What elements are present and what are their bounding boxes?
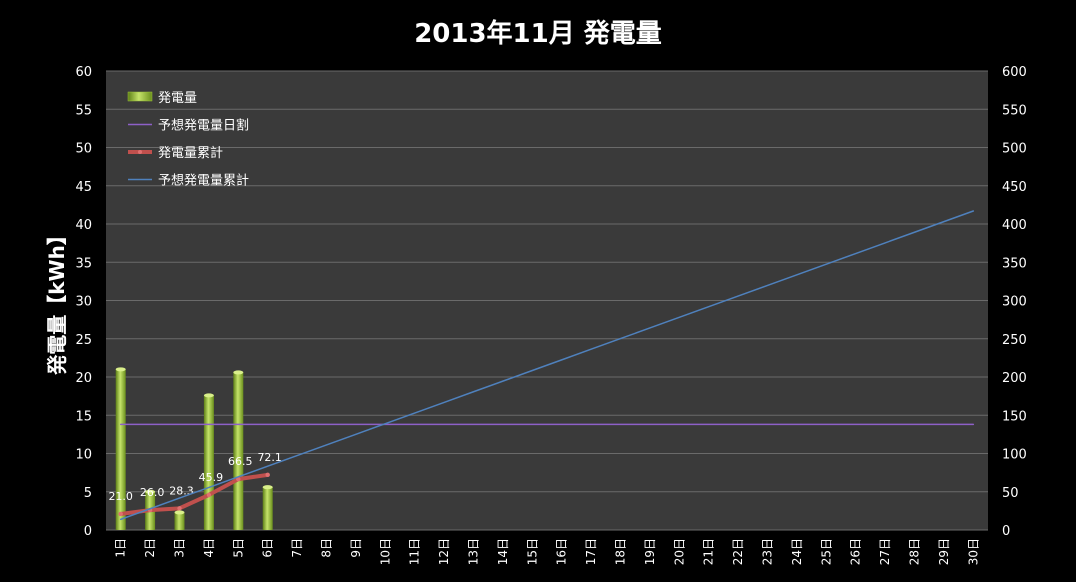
x-tick-label: 17日	[584, 538, 598, 565]
data-label: 45.9	[199, 471, 224, 484]
chart-title: 2013年11月 発電量	[414, 18, 662, 49]
y-axis-label: 発電量【kWh】	[45, 225, 69, 376]
x-tick-label: 19日	[643, 538, 657, 565]
x-tick-label: 12日	[437, 538, 451, 565]
data-label: 66.5	[228, 455, 253, 468]
x-tick-label: 5日	[231, 538, 245, 558]
y2-tick-label: 350	[1002, 256, 1027, 271]
legend-marker	[138, 150, 142, 154]
bar-top	[174, 510, 185, 515]
y2-tick-label: 600	[1002, 65, 1027, 80]
x-tick-label: 30日	[966, 538, 980, 565]
y-tick-label: 60	[75, 65, 92, 80]
x-tick-label: 7日	[290, 538, 304, 558]
x-tick-label: 22日	[731, 538, 745, 565]
y2-tick-label: 50	[1002, 486, 1019, 501]
legend-label: 発電量累計	[158, 145, 223, 161]
y-tick-label: 35	[75, 256, 92, 271]
y-tick-label: 0	[84, 524, 92, 539]
x-tick-label: 26日	[849, 538, 863, 565]
y-tick-label: 5	[84, 486, 92, 501]
y2-tick-label: 200	[1002, 371, 1027, 386]
series-point	[206, 492, 212, 498]
bar-top	[262, 485, 273, 490]
bar-top	[145, 489, 156, 494]
series-line	[119, 210, 975, 521]
data-label: 21.0	[108, 490, 133, 503]
bar-top	[115, 367, 126, 372]
x-tick-label: 27日	[878, 538, 892, 565]
plot-area: 0510152025303540455055600501001502002503…	[75, 65, 1026, 565]
y2-tick-label: 0	[1002, 524, 1010, 539]
y-tick-label: 15	[75, 409, 92, 424]
y2-tick-label: 500	[1002, 142, 1027, 157]
x-tick-label: 25日	[819, 538, 833, 565]
x-tick-label: 10日	[378, 538, 392, 565]
x-tick-label: 8日	[320, 538, 334, 558]
y-tick-label: 50	[75, 142, 92, 157]
x-tick-label: 11日	[408, 538, 422, 565]
data-label: 28.3	[169, 484, 194, 497]
x-tick-label: 14日	[496, 538, 510, 565]
y-tick-label: 40	[75, 218, 92, 233]
bar	[233, 372, 244, 530]
legend-label: 予想発電量日割	[158, 118, 249, 134]
bar-top	[203, 393, 214, 398]
x-tick-label: 23日	[761, 538, 775, 565]
bar-top	[233, 370, 244, 375]
y-tick-label: 45	[75, 180, 92, 195]
y2-tick-label: 150	[1002, 409, 1027, 424]
y-tick-label: 25	[75, 333, 92, 348]
x-tick-label: 1日	[114, 538, 128, 558]
y2-tick-label: 300	[1002, 295, 1027, 310]
bar	[174, 512, 185, 530]
y2-tick-label: 250	[1002, 333, 1027, 348]
legend-label: 予想発電量累計	[158, 173, 249, 189]
x-tick-label: 15日	[525, 538, 539, 565]
y-tick-label: 55	[75, 103, 92, 118]
x-tick-label: 2日	[143, 538, 157, 558]
series-point	[177, 506, 182, 511]
y-tick-label: 30	[75, 295, 92, 310]
x-tick-label: 9日	[349, 538, 363, 558]
x-tick-label: 13日	[467, 538, 481, 565]
legend-swatch	[127, 91, 153, 102]
x-tick-label: 29日	[937, 538, 951, 565]
x-tick-label: 3日	[173, 538, 187, 558]
bar	[115, 369, 126, 530]
y2-tick-label: 100	[1002, 448, 1027, 463]
x-tick-label: 4日	[202, 538, 216, 558]
y-tick-label: 20	[75, 371, 92, 386]
legend-label: 発電量	[158, 91, 197, 106]
x-tick-label: 18日	[614, 538, 628, 565]
bar	[203, 395, 214, 530]
x-tick-label: 21日	[702, 538, 716, 565]
x-tick-label: 16日	[555, 538, 569, 565]
data-label: 26.0	[140, 486, 165, 499]
x-tick-label: 28日	[908, 538, 922, 565]
y-tick-label: 10	[75, 448, 92, 463]
series-point	[265, 472, 270, 478]
y2-tick-label: 550	[1002, 103, 1027, 118]
y2-tick-label: 450	[1002, 180, 1027, 195]
bar	[262, 487, 273, 530]
x-tick-label: 6日	[261, 538, 275, 558]
x-tick-label: 24日	[790, 538, 804, 565]
data-label: 72.1	[257, 451, 282, 464]
series-point	[118, 511, 123, 517]
x-tick-label: 20日	[672, 538, 686, 565]
y2-tick-label: 400	[1002, 218, 1027, 233]
